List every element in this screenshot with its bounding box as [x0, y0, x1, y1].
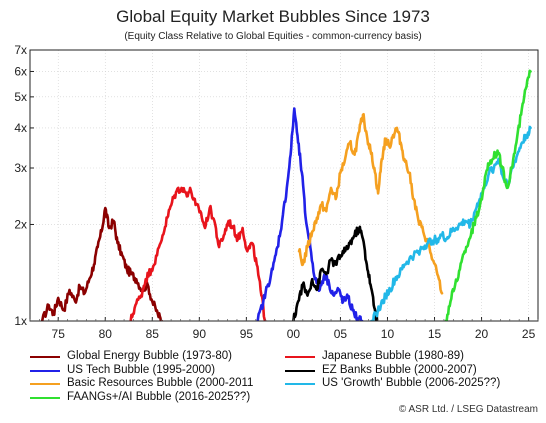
legend-label: Global Energy Bubble (1973-80) — [67, 350, 232, 362]
x-tick-label: 75 — [52, 327, 66, 341]
x-tick-label: 90 — [193, 327, 207, 341]
chart-title: Global Equity Market Bubbles Since 1973 — [116, 7, 430, 26]
chart-subtitle: (Equity Class Relative to Global Equitie… — [124, 31, 422, 42]
legend-swatch — [30, 356, 60, 358]
legend-swatch — [30, 383, 60, 385]
series-line — [297, 112, 444, 295]
legend-label: US Tech Bubble (1995-2000) — [67, 363, 216, 376]
legend-swatch — [30, 369, 60, 372]
x-tick-label: 00 — [287, 327, 301, 341]
legend-swatch — [285, 383, 315, 385]
x-tick-label: 95 — [240, 327, 254, 341]
x-tick-label: 10 — [381, 327, 395, 341]
series-line — [292, 225, 379, 321]
legend-label: Japanese Bubble (1980-89) — [322, 350, 464, 362]
legend-label: US 'Growth' Bubble (2006-2025??) — [322, 377, 501, 389]
series-line — [444, 69, 532, 321]
y-tick-label: 4x — [14, 121, 27, 135]
chart-plot: 1x 2x 3x 4x 5x 6x 7x 75 80 85 90 95 00 05 10 15 20 25 — [14, 43, 539, 341]
series-line — [256, 107, 364, 321]
plot-frame — [29, 49, 539, 322]
y-tick-label: 3x — [14, 161, 27, 175]
legend-swatch — [285, 369, 315, 372]
x-tick-label: 85 — [146, 327, 160, 341]
x-tick-label: 25 — [522, 327, 536, 341]
x-tick-label: 80 — [99, 327, 113, 341]
x-tick-label: 20 — [475, 327, 489, 341]
axis-ticks: 1x 2x 3x 4x 5x 6x 7x 75 80 85 90 95 00 05 10 15 20 25 — [14, 43, 539, 341]
series-line — [40, 206, 163, 321]
legend-swatch — [285, 356, 315, 358]
grid-lines — [30, 49, 538, 322]
y-tick-label: 6x — [14, 64, 27, 78]
series-lines — [40, 69, 532, 321]
legend-swatch — [30, 396, 60, 399]
y-tick-label: 2x — [14, 217, 27, 231]
y-tick-label: 1x — [14, 314, 27, 328]
legend-label: EZ Banks Bubble (2000-2007) — [322, 363, 477, 376]
legend-label: FAANGs+/AI Bubble (2016-2025??) — [67, 390, 251, 403]
x-tick-label: 15 — [428, 327, 442, 341]
y-tick-label: 7x — [14, 43, 27, 57]
source-note: © ASR Ltd. / LSEG Datastream — [398, 404, 538, 415]
legend-label: Basic Resources Bubble (2000-2011 — [67, 377, 254, 389]
x-tick-label: 05 — [334, 327, 348, 341]
y-tick-label: 5x — [14, 90, 27, 104]
series-line — [129, 186, 267, 321]
